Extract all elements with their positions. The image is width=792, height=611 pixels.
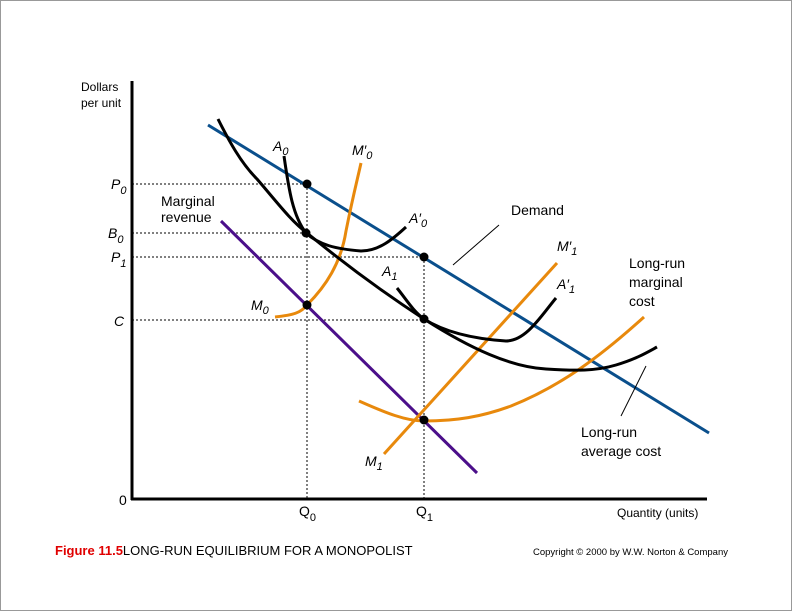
lrmc-label-2: marginal	[629, 274, 683, 290]
point-p0-demand	[302, 179, 312, 189]
tick-p0: P0	[111, 176, 127, 197]
a1-label: A1	[381, 263, 397, 283]
point-b0-tangency	[301, 228, 311, 238]
origin-label: 0	[119, 492, 127, 508]
y-axis-label-2: per unit	[81, 96, 122, 110]
m1-label: M1	[365, 453, 383, 473]
point-c-tangency	[419, 314, 429, 324]
m0-prime-curve	[274, 162, 363, 319]
m1-prime-curve	[382, 261, 559, 456]
lrac-label: Long-run	[581, 424, 637, 440]
tick-b0: B0	[108, 225, 124, 246]
a0-label: A0	[272, 138, 289, 158]
y-axis-label: Dollars	[81, 80, 118, 94]
m0-label: M0	[251, 297, 270, 317]
demand-leader-line	[452, 224, 500, 266]
tick-q1: Q1	[416, 503, 433, 524]
svg-text:per unit: per unit	[81, 96, 122, 110]
svg-text:Dollars: Dollars	[81, 80, 118, 94]
figure-caption: Figure 11.5LONG-RUN EQUILIBRIUM FOR A MO…	[55, 543, 413, 558]
a0-short-run-cost-curve	[282, 155, 408, 253]
a1-prime-label: A′1	[556, 276, 575, 296]
point-m1-intersection	[419, 415, 429, 425]
demand-label: Demand	[511, 202, 564, 218]
tick-p1: P1	[111, 249, 126, 270]
lrac-label-2: average cost	[581, 443, 661, 459]
lrmc-label: Long-run	[629, 255, 685, 271]
figure-title: LONG-RUN EQUILIBRIUM FOR A MONOPOLIST	[122, 543, 413, 558]
tick-c: C	[114, 313, 125, 329]
copyright: Copyright © 2000 by W.W. Norton & Compan…	[533, 547, 728, 558]
m0-prime-label: M′0	[352, 142, 373, 162]
x-axis-label: Quantity (units)	[617, 506, 698, 520]
demand-curve	[207, 123, 710, 435]
point-m0-intersection	[302, 300, 312, 310]
point-p1-demand	[419, 252, 429, 262]
tick-q0: Q0	[299, 503, 316, 524]
marginal-revenue-label: Marginal	[161, 193, 215, 209]
marginal-revenue-label-2: revenue	[161, 209, 212, 225]
long-run-marginal-cost-curve	[358, 315, 646, 423]
lrac-leader-line	[620, 365, 647, 417]
a0-prime-label: A′0	[408, 210, 428, 230]
figure-number: Figure 11.5	[55, 543, 123, 558]
marginal-revenue-curve	[219, 219, 479, 475]
a1-short-run-cost-curve	[395, 287, 558, 343]
lrmc-label-3: cost	[629, 293, 655, 309]
m1-prime-label: M′1	[557, 238, 577, 258]
